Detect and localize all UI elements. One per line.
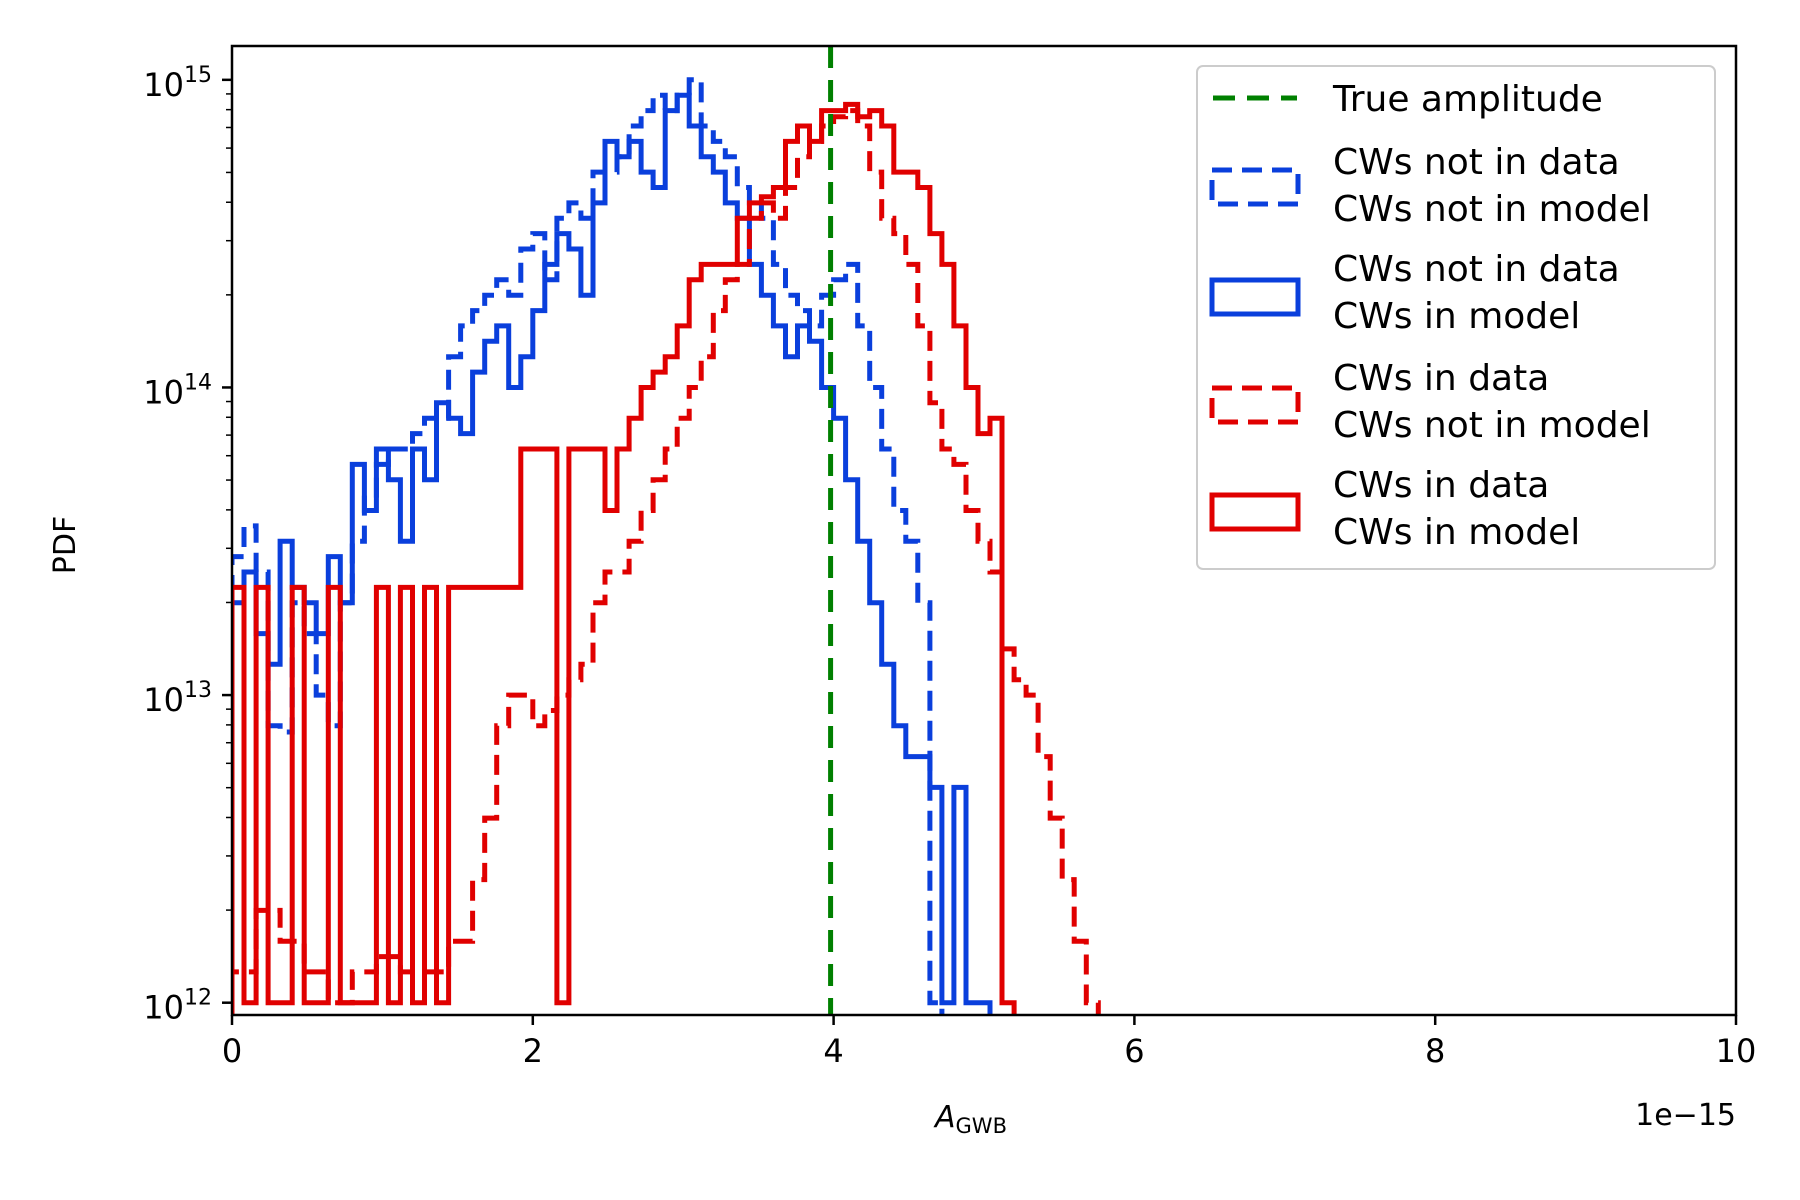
series-2-histogram <box>232 92 993 1015</box>
legend-series-4-label-line2: CWs in model <box>1333 512 1580 553</box>
x-tick-label-2: 2 <box>523 1032 543 1070</box>
x-offset-label: 1e−15 <box>1635 1098 1736 1133</box>
series-4-histogram <box>232 101 1017 1015</box>
y-tick-label-12: 1012 <box>143 986 212 1027</box>
plot-frame <box>230 44 1738 1017</box>
legend-series-2-label-line2: CWs in model <box>1333 296 1580 337</box>
legend-series-1-label-line2: CWs not in model <box>1333 189 1651 230</box>
legend-true-amplitude-label: True amplitude <box>1332 79 1603 120</box>
y-tick-label-15: 1015 <box>143 63 212 104</box>
legend-series-1-label-line1: CWs not in data <box>1333 142 1620 183</box>
y-axis-label: PDF <box>48 516 83 574</box>
x-axis-label-sub: GWB <box>956 1114 1007 1138</box>
x-tick-label-8: 8 <box>1425 1032 1445 1070</box>
x-tick-label-0: 0 <box>222 1032 242 1070</box>
series-group <box>232 46 1101 1015</box>
x-tick-label-6: 6 <box>1124 1032 1144 1070</box>
y-tick-label-exponent: 13 <box>184 678 212 703</box>
y-tick-label-13: 1013 <box>143 678 212 719</box>
y-tick-label-exponent: 12 <box>184 986 212 1011</box>
series-3-histogram <box>232 108 1101 1015</box>
legend-series-3-marker <box>1209 385 1301 425</box>
x-axis-label: AGWB <box>933 1100 1007 1138</box>
legend-series-3-label-line1: CWs in data <box>1333 358 1549 399</box>
legend-frame <box>1196 65 1716 570</box>
x-tick-label-4: 4 <box>823 1032 843 1070</box>
legend-series-1-marker <box>1209 167 1301 207</box>
legend: True amplitude CWs not in data CWs not i… <box>1196 65 1716 570</box>
legend-series-2-label-line1: CWs not in data <box>1333 249 1620 290</box>
y-tick-label-base: 10 <box>143 66 184 104</box>
legend-series-4-marker <box>1209 492 1301 532</box>
y-tick-label-exponent: 14 <box>184 370 212 395</box>
legend-series-4-label-line1: CWs in data <box>1333 465 1549 506</box>
x-tick-label-10: 10 <box>1716 1032 1757 1070</box>
y-tick-label-base: 10 <box>143 989 184 1027</box>
legend-series-3-label-line2: CWs not in model <box>1333 405 1651 446</box>
legend-series-2-marker <box>1209 277 1301 317</box>
y-tick-label-exponent: 15 <box>184 63 212 88</box>
y-tick-label-base: 10 <box>143 681 184 719</box>
y-tick-label-base: 10 <box>143 373 184 411</box>
y-tick-label-14: 1014 <box>143 370 212 411</box>
x-axis-label-main: A <box>933 1100 956 1135</box>
